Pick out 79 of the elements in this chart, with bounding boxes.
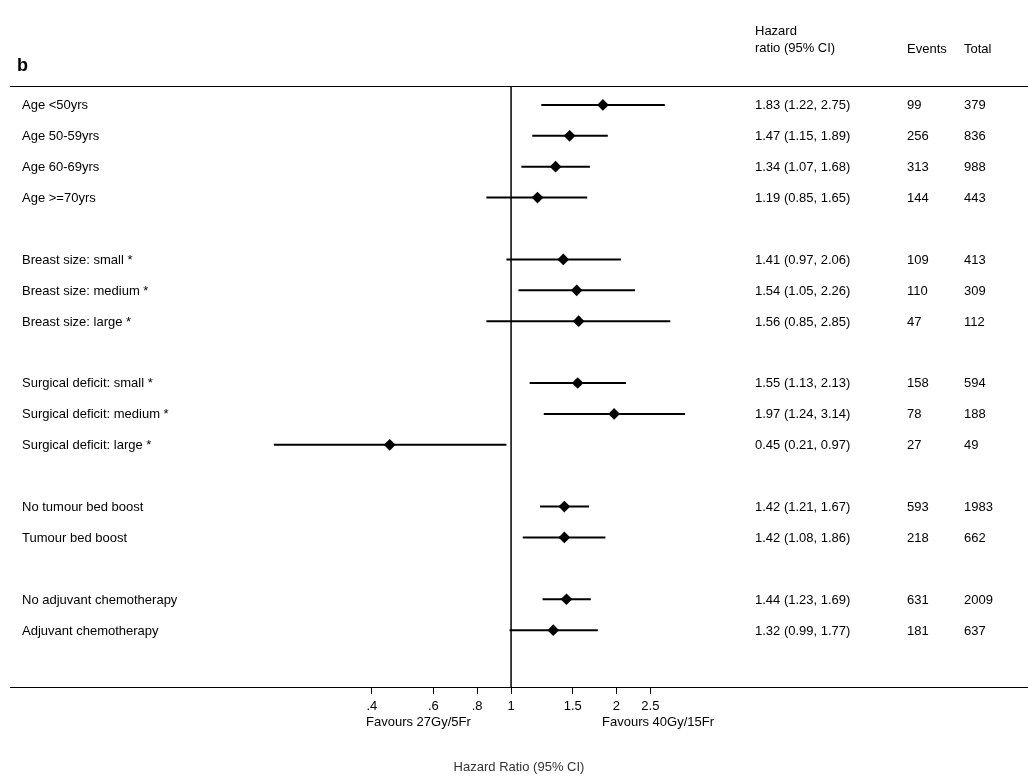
annotation: 413 [964, 252, 986, 267]
annotation: 27 [907, 437, 922, 452]
point [557, 253, 570, 266]
y-tick-label: Age 50-59yrs [22, 128, 100, 143]
annotation: 836 [964, 128, 986, 143]
y-tick-label: Surgical deficit: small * [22, 375, 153, 390]
y-tick-label: Age >=70yrs [22, 190, 97, 205]
annotation: 1.44 (1.23, 1.69) [755, 592, 851, 607]
annotation: 112 [964, 314, 985, 329]
point [572, 315, 585, 328]
y-tick-label: Adjuvant chemotherapy [22, 623, 160, 638]
point [547, 624, 560, 636]
point [570, 284, 583, 297]
y-tick-label: Age 60-69yrs [22, 159, 100, 174]
annotation: 1.42 (1.08, 1.86) [755, 530, 851, 545]
annotation: 1.56 (0.85, 2.85) [755, 314, 851, 329]
annotation: 1.19 (0.85, 1.65) [755, 190, 851, 205]
annotation: 47 [907, 314, 922, 329]
text: Events [907, 41, 948, 56]
annotation: 1.97 (1.24, 3.14) [755, 406, 851, 421]
annotation: 1.34 (1.07, 1.68) [755, 159, 851, 174]
annotation: 1983 [964, 499, 993, 514]
annotation: 144 [907, 190, 929, 205]
point [558, 531, 571, 544]
annotation: 109 [907, 252, 929, 267]
text: Favours 27Gy/5Fr [366, 714, 472, 729]
annotation: 78 [907, 406, 922, 421]
annotation: 188 [964, 406, 986, 421]
x-tick-label: 2 [612, 697, 621, 713]
annotation: 594 [964, 375, 986, 390]
y-tick-label: Breast size: medium * [22, 283, 149, 298]
text: Hazard ratio (95% CI) [755, 23, 836, 55]
x-tick-label: 2.5 [641, 697, 660, 713]
x-tick-label: .8 [471, 697, 483, 713]
x-tick-label: 1.5 [563, 697, 582, 713]
x-tick-label: 1 [507, 697, 515, 713]
annotation: 1.54 (1.05, 2.26) [755, 283, 851, 298]
annotation: 593 [907, 499, 929, 514]
text: Favours 40Gy/15Fr [602, 714, 715, 729]
annotation: 218 [907, 530, 929, 545]
annotation: 309 [964, 283, 986, 298]
annotation: 662 [964, 530, 986, 545]
annotation: 181 [907, 623, 929, 638]
annotation: 158 [907, 375, 929, 390]
annotation: 1.83 (1.22, 2.75) [755, 97, 851, 112]
annotation: 1.47 (1.15, 1.89) [755, 128, 851, 143]
annotation: 1.41 (0.97, 2.06) [755, 252, 851, 267]
y-tick-label: Surgical deficit: large * [22, 437, 152, 452]
annotation: 1.32 (0.99, 1.77) [755, 623, 851, 638]
annotation: 988 [964, 159, 986, 174]
y-tick-label: Tumour bed boost [22, 530, 128, 545]
y-tick-label: Breast size: large * [22, 314, 132, 329]
point [549, 160, 562, 173]
annotation: 2009 [964, 592, 993, 607]
y-tick-label: Surgical deficit: medium * [22, 406, 169, 421]
annotation: 443 [964, 190, 986, 205]
annotation: 313 [907, 159, 929, 174]
x-axis-title: Hazard Ratio (95% CI) [453, 759, 585, 775]
annotation: 637 [964, 623, 986, 638]
annotation: 49 [964, 437, 979, 452]
annotation: 110 [907, 283, 928, 298]
y-tick-label: No tumour bed boost [22, 499, 144, 514]
y-tick-label: Breast size: small * [22, 252, 133, 267]
x-tick-label: .4 [366, 697, 378, 713]
annotation: 631 [907, 592, 929, 607]
text: Total [964, 41, 992, 56]
text: b [17, 55, 28, 75]
point [560, 593, 573, 606]
annotation: 256 [907, 128, 929, 143]
annotation: 379 [964, 97, 986, 112]
point [558, 500, 571, 513]
y-tick-label: Age <50yrs [22, 97, 89, 112]
point [563, 129, 576, 142]
y-tick-label: No adjuvant chemotherapy [22, 592, 178, 607]
annotation: 1.42 (1.21, 1.67) [755, 499, 851, 514]
annotation: 99 [907, 97, 922, 112]
x-tick-label: .6 [428, 697, 439, 713]
annotation: 1.55 (1.13, 2.13) [755, 375, 851, 390]
annotation: 0.45 (0.21, 0.97) [755, 437, 851, 452]
